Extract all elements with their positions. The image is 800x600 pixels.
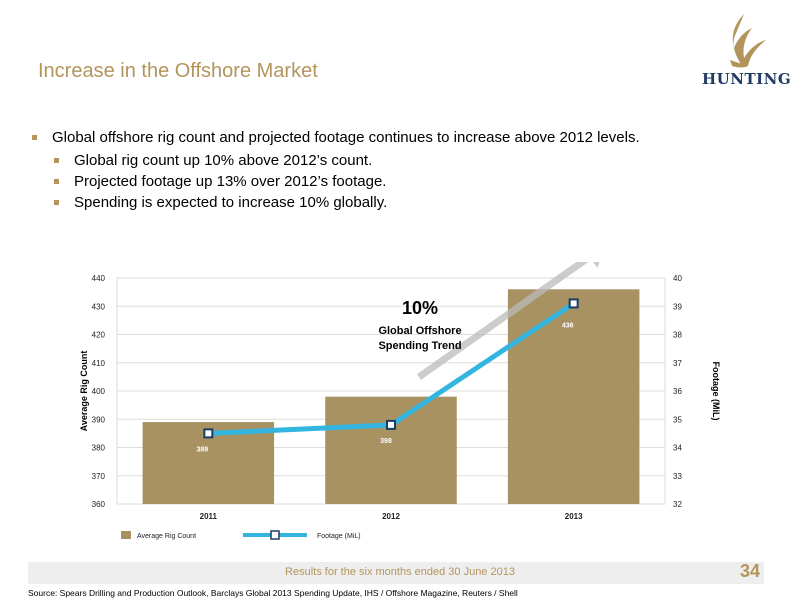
bullet-square-icon [32,135,37,140]
legend-swatch-bar [121,531,131,539]
y2-tick-label: 35 [673,415,682,424]
bar-2012 [325,396,457,504]
y-tick-label: 380 [92,444,106,453]
bullet-square-icon [54,200,59,205]
y-tick-label: 370 [92,472,106,481]
footage-marker-2011 [203,428,214,439]
trend-arrow-shaft [416,262,589,380]
sub-bullet-text: Global rig count up 10% above 2012’s cou… [74,152,373,169]
y-tick-label: 360 [92,500,106,509]
annotation-line2: Spending Trend [378,340,461,352]
y-axis-title: Average Rig Count [79,351,89,432]
footer-band [28,562,764,584]
x-tick-label: 2013 [565,512,583,521]
sub-bullet-list: Global rig count up 10% above 2012’s cou… [52,150,640,213]
footage-marker-2012 [386,419,396,430]
sub-bullet: Spending is expected to increase 10% glo… [52,192,640,213]
sub-bullet-text: Spending is expected to increase 10% glo… [74,194,388,211]
x-tick-label: 2011 [200,512,218,521]
legend-label: Footage (MiL) [317,533,361,540]
y2-tick-label: 33 [673,472,682,481]
y-tick-label: 430 [92,302,106,311]
y-tick-label: 410 [92,359,106,368]
page-number: 34 [740,561,761,581]
y2-tick-label: 34 [673,444,682,453]
sub-bullet-text: Projected footage up 13% over 2012’s foo… [74,173,387,190]
bullet-square-icon [54,179,59,184]
y2-tick-label: 39 [673,302,682,311]
logo-text: HUNTING [702,70,792,88]
bullet-main-text: Global offshore rig count and projected … [52,129,640,146]
y2-tick-label: 38 [673,331,682,340]
footage-marker-2013 [568,298,579,309]
annotation-line1: Global Offshore [378,325,461,337]
source-note: Source: Spears Drilling and Production O… [28,588,518,598]
sub-bullet: Projected footage up 13% over 2012’s foo… [52,171,640,192]
y-tick-label: 390 [92,415,106,424]
trend-arrow-head [593,262,600,268]
annotation-big: 10% [402,298,438,318]
legend-marker [270,530,280,540]
rig-count-footage-chart: 360 370 380 390 400 410 420 430 440 32 33 34 35 36 37 3… [79,262,721,540]
page-title: Increase in the Offshore Market [38,60,318,82]
y2-tick-label: 37 [673,359,682,368]
legend-label: Average Rig Count [137,533,196,540]
bullet-list: Global offshore rig count and projected … [30,127,640,213]
y-tick-label: 400 [92,387,106,396]
bullet-main: Global offshore rig count and projected … [30,127,640,213]
x-tick-label: 2012 [382,512,400,521]
y2-axis-title: Footage (MiL) [711,362,721,421]
sub-bullet: Global rig count up 10% above 2012’s cou… [52,150,640,171]
bar-value-label: 389 [196,446,208,453]
footer-text: Results for the six months ended 30 June… [285,566,515,578]
y2-tick-label: 36 [673,387,682,396]
y-tick-label: 440 [92,274,106,283]
bar-value-label: 436 [562,322,574,329]
bullet-square-icon [54,158,59,163]
y2-tick-label: 32 [673,500,682,509]
y-tick-label: 420 [92,331,106,340]
bar-2013 [507,289,640,504]
y2-tick-label: 40 [673,274,682,283]
bar-value-label: 398 [380,438,392,445]
hunting-logo-icon [730,14,766,68]
